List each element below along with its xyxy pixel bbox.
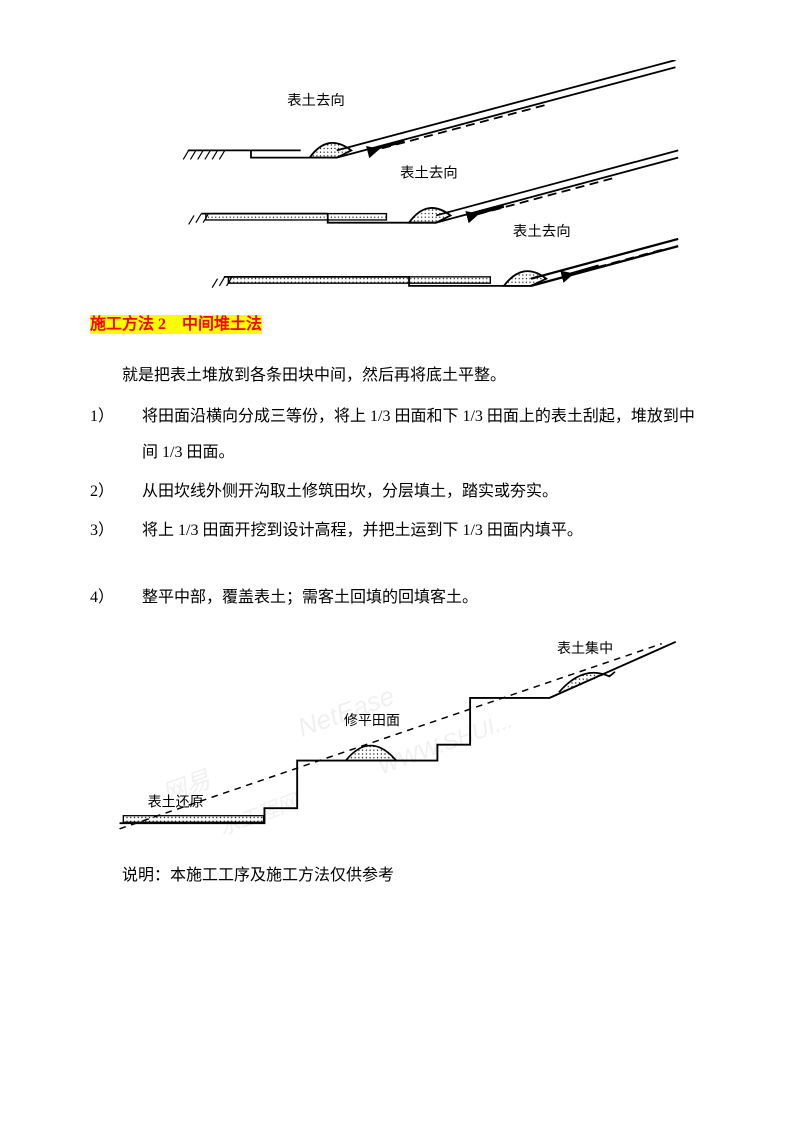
terrace-profile-diagram: 网易 NetEase 水工程网 WWW.SHUI... 表土还原 修平田面 表土… [90,625,710,840]
step-text: 整平中部，覆盖表土；需客土回填的回填客土。 [142,580,710,615]
diagram2-label-right: 表土集中 [557,640,613,657]
step-text: 将上 1/3 田面开挖到设计高程，并把土运到下 1/3 田面内填平。 [142,513,710,548]
diagram1-label-c: 表土去向 [513,223,571,240]
step-3: 3） 将上 1/3 田面开挖到设计高程，并把土运到下 1/3 田面内填平。 [90,513,710,548]
step-marker: 4） [90,580,142,615]
footnote: 说明：本施工工序及施工方法仅供参考 [90,858,710,893]
step-marker: 3） [90,513,142,548]
method-intro: 就是把表土堆放到各条田块中间，然后再将底土平整。 [90,358,710,393]
diagram2-label-left: 表土还原 [148,795,204,811]
step-2: 2） 从田坎线外侧开沟取土修筑田坎，分层填土，踏实或夯实。 [90,474,710,509]
method-title: 施工方法 2 中间堆土法 [90,307,710,342]
diagram1-label-b: 表土去向 [400,165,458,182]
svg-text:NetEase: NetEase [294,681,399,744]
step-marker: 1） [90,399,142,469]
step-text: 将田面沿横向分成三等份，将上 1/3 田面和下 1/3 田面上的表土刮起，堆放到… [142,399,710,469]
step-4: 4） 整平中部，覆盖表土；需客土回填的回填客土。 [90,580,710,615]
topsoil-direction-diagram: 表土去向 表土去向 [90,60,710,295]
step-1: 1） 将田面沿横向分成三等份，将上 1/3 田面和下 1/3 田面上的表土刮起，… [90,399,710,469]
step-text: 从田坎线外侧开沟取土修筑田坎，分层填土，踏实或夯实。 [142,474,710,509]
step-marker: 2） [90,474,142,509]
svg-text:水工程网: 水工程网 [216,790,303,841]
diagram1-label-a: 表土去向 [287,92,345,109]
diagram2-label-mid: 修平田面 [344,713,400,729]
